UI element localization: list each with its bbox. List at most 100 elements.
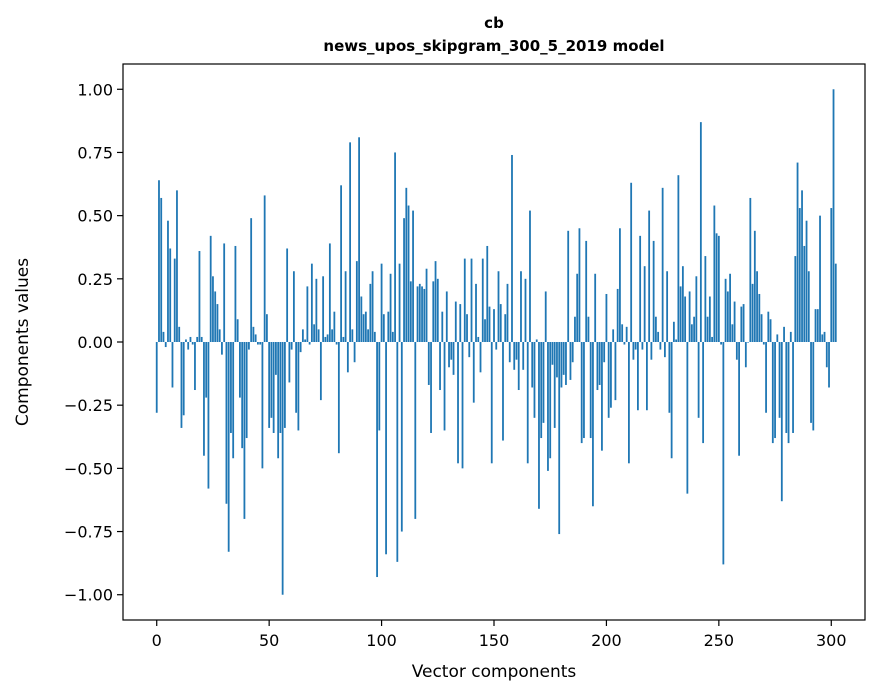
bar-188 (578, 228, 581, 342)
bar-99 (378, 342, 381, 431)
bar-244 (704, 256, 707, 342)
bar-109 (400, 342, 403, 532)
bar-154 (502, 342, 504, 441)
bar-203 (612, 329, 615, 342)
bar-201 (607, 342, 610, 418)
y-tick-label: −1.00 (64, 586, 113, 605)
bar-120 (425, 268, 428, 342)
bar-78 (331, 329, 334, 342)
bar-32 (227, 342, 230, 552)
bar-129 (445, 291, 448, 342)
bar-182 (565, 342, 567, 385)
bar-127 (441, 311, 444, 342)
bar-145 (481, 258, 484, 342)
bar-94 (367, 329, 369, 342)
bar-88 (353, 342, 356, 363)
bar-253 (724, 278, 727, 342)
bar-229 (670, 342, 673, 459)
bar-218 (646, 342, 648, 411)
bar-20 (200, 336, 203, 342)
bar-236 (686, 342, 689, 494)
bar-117 (418, 283, 421, 342)
bar-279 (783, 326, 785, 342)
bar-40 (245, 342, 248, 439)
bar-119 (423, 288, 426, 342)
bars-group (155, 89, 837, 595)
bar-47 (261, 342, 264, 469)
bar-224 (659, 342, 662, 350)
bar-128 (443, 342, 446, 431)
bar-212 (632, 342, 635, 360)
bar-100 (380, 263, 383, 342)
bar-235 (684, 296, 687, 342)
bar-193 (589, 342, 592, 439)
bar-208 (623, 342, 626, 345)
bar-295 (819, 215, 821, 342)
bar-195 (594, 273, 597, 342)
bar-43 (252, 326, 255, 342)
bar-192 (587, 316, 590, 342)
bar-91 (360, 296, 363, 342)
bar-70 (313, 324, 316, 342)
bar-199 (603, 342, 606, 363)
bar-281 (787, 342, 790, 444)
bar-191 (585, 240, 588, 342)
bar-252 (722, 342, 725, 565)
bar-171 (540, 342, 543, 439)
bar-207 (621, 324, 624, 342)
bar-258 (735, 342, 738, 360)
bar-57 (283, 342, 286, 428)
bar-189 (580, 342, 583, 444)
bar-142 (475, 283, 477, 342)
chart-title: cb (484, 14, 504, 32)
x-tick-label: 100 (366, 631, 397, 650)
x-tick-label: 250 (704, 631, 735, 650)
y-tick-label: 1.00 (77, 80, 113, 99)
bar-214 (637, 342, 639, 411)
bar-39 (243, 342, 246, 519)
bar-257 (733, 301, 736, 342)
bar-79 (333, 311, 336, 342)
bar-115 (414, 342, 417, 519)
bar-45 (257, 342, 259, 345)
bar-302 (834, 263, 837, 342)
bar-299 (828, 342, 830, 388)
bar-74 (322, 276, 325, 342)
bar-230 (672, 321, 675, 342)
bar-11 (180, 342, 183, 428)
bar-9 (176, 190, 178, 342)
bar-280 (785, 342, 788, 433)
bar-135 (459, 304, 462, 342)
bar-282 (789, 331, 792, 342)
bar-21 (203, 342, 205, 456)
bar-41 (248, 342, 250, 350)
bar-261 (742, 304, 745, 342)
bar-30 (223, 243, 226, 342)
bar-247 (711, 336, 713, 342)
bar-202 (610, 342, 612, 408)
bar-95 (369, 283, 372, 342)
y-axis-label: Components values (13, 258, 33, 426)
bar-19 (198, 251, 201, 342)
x-tick-label: 50 (259, 631, 279, 650)
bar-168 (533, 342, 536, 418)
bar-22 (205, 342, 208, 398)
bar-205 (616, 288, 619, 342)
bar-262 (744, 342, 747, 368)
bar-162 (520, 271, 522, 342)
bar-10 (178, 326, 181, 342)
bar-8 (173, 258, 176, 342)
bar-271 (765, 342, 767, 413)
bar-161 (517, 342, 520, 391)
bar-139 (468, 342, 471, 358)
bar-31 (225, 342, 228, 504)
bar-270 (762, 342, 765, 345)
bar-90 (358, 137, 360, 342)
bar-254 (726, 291, 729, 342)
bar-243 (702, 342, 705, 444)
bar-216 (641, 342, 644, 350)
bar-71 (315, 278, 318, 342)
bar-101 (382, 314, 385, 342)
bar-277 (778, 342, 781, 418)
